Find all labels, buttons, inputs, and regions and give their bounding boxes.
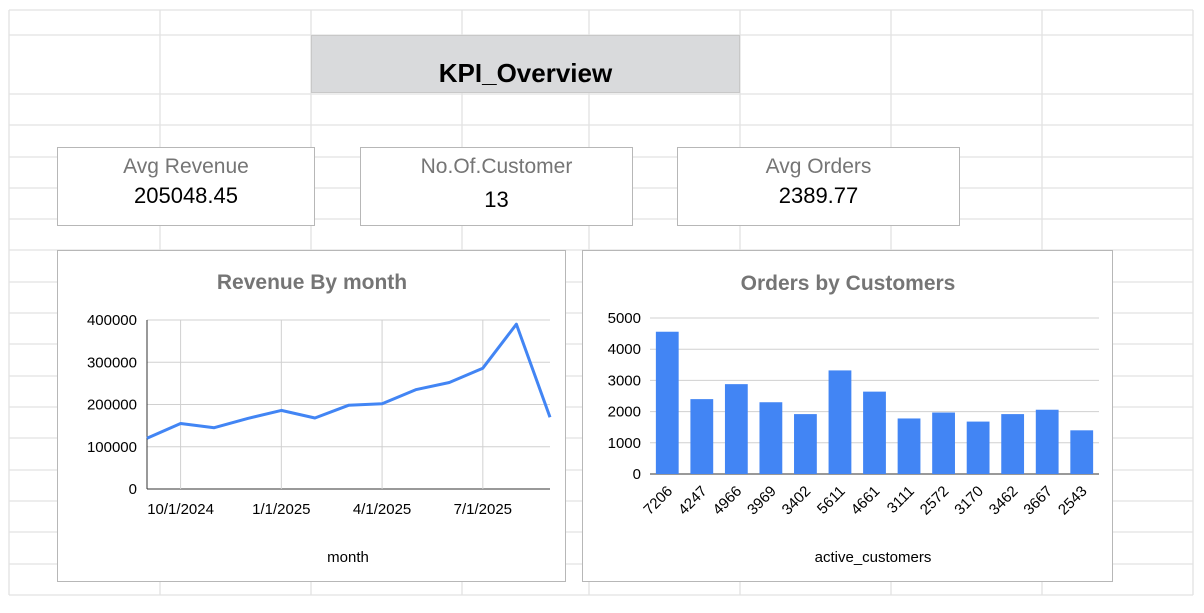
revenue-x-axis-label: month — [327, 549, 369, 566]
revenue-line-chart[interactable]: Revenue By month 0 100000 200000 300000 40000… — [57, 250, 566, 582]
orders-x-tick-label: 3462 — [986, 483, 1022, 519]
revenue-x-tick-label: 10/1/2024 — [147, 501, 214, 518]
orders-bar — [794, 414, 817, 474]
orders-y-tick-label: 3000 — [608, 372, 641, 389]
orders-y-tick-label: 5000 — [608, 310, 641, 327]
orders-bar — [655, 331, 679, 474]
revenue-y-tick-label: 100000 — [87, 439, 137, 456]
orders-bar — [1001, 414, 1025, 474]
revenue-y-tick-label: 300000 — [87, 354, 137, 371]
orders-chart-canvas: Orders by Customers 0 1000 2000 3000 4000 5000… — [608, 272, 1099, 566]
kpi-customers-value: 13 — [484, 187, 509, 212]
kpi-avg-orders-card[interactable]: Avg Orders 2389.77 — [677, 147, 960, 226]
orders-bar — [724, 384, 748, 474]
orders-y-tick-label: 4000 — [608, 341, 641, 358]
orders-x-tick-label: 4661 — [848, 483, 884, 519]
orders-x-axis-label: active_customers — [815, 549, 932, 566]
orders-bar — [828, 370, 852, 474]
revenue-y-tick-label: 0 — [129, 481, 137, 498]
orders-bar — [759, 402, 783, 474]
orders-bar-chart[interactable]: Orders by Customers 0 1000 2000 3000 4000 5000… — [582, 250, 1113, 582]
kpi-customers-card[interactable]: No.Of.Customer 13 — [360, 147, 633, 226]
kpi-avg-revenue-label: Avg Revenue — [123, 155, 249, 178]
revenue-chart-title: Revenue By month — [217, 271, 407, 294]
revenue-chart-canvas: Revenue By month 0 100000 200000 300000 40000… — [87, 271, 552, 566]
orders-x-tick-label: 7206 — [640, 483, 676, 519]
orders-y-tick-label: 1000 — [608, 435, 641, 452]
orders-x-tick-label: 3969 — [744, 483, 780, 519]
revenue-x-tick-label: 7/1/2025 — [454, 501, 512, 518]
kpi-avg-revenue-card[interactable]: Avg Revenue 205048.45 — [57, 147, 315, 226]
orders-bar — [1070, 430, 1094, 474]
orders-y-tick-label: 2000 — [608, 404, 641, 421]
kpi-avg-orders-value: 2389.77 — [778, 183, 859, 208]
orders-bar — [690, 399, 714, 474]
sheet-title[interactable]: KPI_Overview — [311, 35, 740, 93]
orders-bar — [1035, 409, 1059, 474]
orders-bar — [932, 412, 955, 474]
revenue-x-tick-label: 4/1/2025 — [353, 501, 411, 518]
orders-bar — [863, 391, 886, 474]
orders-x-tick-label: 5611 — [814, 483, 849, 518]
orders-y-tick-label: 0 — [633, 466, 641, 483]
kpi-avg-orders-label: Avg Orders — [765, 155, 872, 178]
revenue-x-tick-label: 1/1/2025 — [252, 501, 310, 518]
orders-x-tick-label: 4247 — [675, 483, 711, 519]
revenue-y-tick-label: 400000 — [87, 312, 137, 329]
orders-bar — [966, 421, 990, 474]
kpi-avg-revenue-value: 205048.45 — [134, 183, 238, 208]
orders-x-tick-label: 3111 — [884, 483, 918, 517]
kpi-customers-label: No.Of.Customer — [420, 155, 573, 178]
revenue-y-tick-label: 200000 — [87, 397, 137, 414]
revenue-series-line — [146, 322, 552, 440]
orders-chart-title: Orders by Customers — [741, 272, 956, 295]
orders-x-tick-label: 2543 — [1055, 483, 1091, 519]
orders-bar — [897, 418, 921, 474]
orders-x-tick-label: 4966 — [710, 483, 746, 519]
orders-x-tick-label: 3402 — [779, 483, 815, 519]
orders-x-tick-label: 2572 — [917, 483, 953, 519]
orders-x-tick-label: 3667 — [1020, 483, 1056, 519]
orders-x-tick-label: 3170 — [951, 483, 987, 519]
